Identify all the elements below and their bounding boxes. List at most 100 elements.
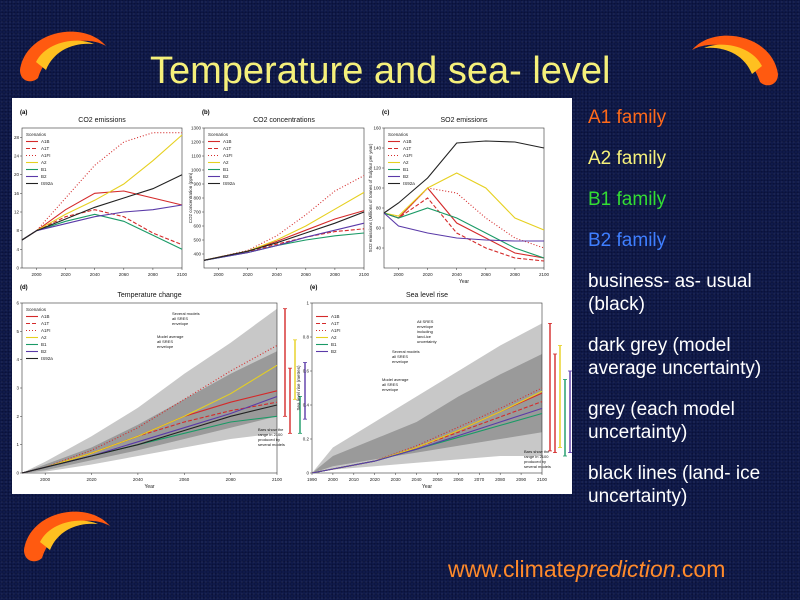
panel-legend-entry: IS92a [403, 181, 415, 186]
y-tick-label: 2 [16, 414, 19, 419]
panel-legend-entry: B1 [41, 167, 47, 172]
y-tick-label: 1 [16, 442, 19, 447]
x-tick-label: 2060 [301, 272, 312, 277]
series-line-c-a2 [383, 172, 545, 231]
legend-item-6: grey (each model uncertainty) [588, 399, 735, 443]
y-tick-label: 0 [16, 266, 19, 271]
x-tick-label: 2000 [214, 272, 225, 277]
panel-legend-entry: B1 [331, 342, 337, 347]
y-tick-label: 4 [16, 357, 19, 362]
panel-label-b: (b) [202, 110, 210, 116]
series-line-e-b2 [311, 407, 543, 474]
y-tick-label: 40 [376, 246, 382, 251]
series-line-a-b1 [21, 213, 183, 250]
series-line-b-a2 [203, 191, 365, 261]
panel-legend-entry: B1 [403, 167, 409, 172]
x-tick-label: 2060 [179, 477, 190, 482]
panel-legend-entry: A1B [331, 314, 340, 319]
panel-label-e: (e) [310, 285, 317, 291]
panel-legend-entry: IS92a [41, 356, 53, 361]
panel-legend-entry: B2 [41, 349, 47, 354]
plot-frame-c [383, 127, 545, 269]
panel-label-a: (a) [20, 110, 27, 116]
legend-item-2: B1 family [588, 189, 667, 210]
panel-label-c: (c) [382, 110, 389, 116]
x-tick-label: 2080 [495, 477, 506, 482]
x-tick-label: 2000 [394, 272, 405, 277]
legend-item-3: B2 family [588, 230, 667, 251]
y-tick-label: 20 [14, 172, 20, 177]
y-tick-label: 700 [193, 210, 201, 215]
x-tick-label: 2080 [330, 272, 341, 277]
series-line-c-b2 [383, 212, 544, 242]
x-tick-label: 2040 [133, 477, 144, 482]
panel-legend-entry: A1FI [41, 153, 51, 158]
plot-frame-a [21, 127, 183, 269]
x-tick-label: 2000 [328, 477, 339, 482]
annotation-e-1: Several models all SRES envelope [392, 349, 420, 364]
y-tick-label: 0.6 [303, 369, 310, 374]
panel-legend-entry: A1B [41, 139, 50, 144]
series-line-b-a1t [203, 228, 365, 261]
panel-legend-entry: A1FI [331, 328, 341, 333]
panel-legend-entry: A1B [223, 139, 232, 144]
series-line-c-is92a [383, 140, 545, 214]
y-tick-label: 6 [16, 301, 19, 306]
x-axis-label-e: Year [422, 484, 432, 490]
x-tick-label: 2020 [243, 272, 254, 277]
panel-legend-entry: A1T [41, 146, 50, 151]
y-tick-label: 900 [193, 182, 201, 187]
panel-legend-entry: A2 [41, 335, 47, 340]
panel-legend-entry: A2 [223, 160, 229, 165]
y-tick-label: 100 [373, 186, 381, 191]
x-tick-label: 2100 [539, 272, 550, 277]
panel-legend-entry: A1T [41, 321, 50, 326]
y-tick-label: 28 [14, 135, 20, 140]
slide-title: Temperature and sea- level [150, 50, 611, 92]
series-line-a-a1t [21, 209, 183, 246]
panel-e: (e) Sea level rise 1990 2000 2010 2020 2030 204… [296, 285, 572, 490]
annotation-e-2: Model average all SRES envelope [382, 377, 409, 392]
series-line-a-b2 [21, 204, 183, 241]
chart-title-a: CO2 emissions [78, 117, 126, 124]
panel-legend-entry: A1T [331, 321, 340, 326]
legend-item-1: A2 family [588, 148, 667, 169]
panel-legend-entry: A2 [403, 160, 409, 165]
x-tick-label: 2100 [537, 477, 548, 482]
panel-legend-entry: A1T [223, 146, 232, 151]
y-tick-label: 8 [16, 228, 19, 233]
y-tick-label: 0.4 [303, 403, 310, 408]
y-tick-label: 0 [306, 471, 309, 476]
y-tick-label: 400 [193, 252, 201, 257]
footer-url-post: .com [675, 556, 726, 582]
series-line-c-b1 [383, 207, 545, 259]
swoosh-top-left [20, 31, 106, 82]
x-tick-label: 2090 [516, 477, 527, 482]
panel-legend-entry: A2 [331, 335, 337, 340]
x-tick-label: 2060 [453, 477, 464, 482]
chart-title-d: Temperature change [117, 292, 181, 299]
x-tick-label: 2080 [148, 272, 159, 277]
legend-item-7: black lines (land- ice uncertainty) [588, 463, 761, 507]
annotation-d-2: Bars show the range in 2100 produced by sev… [258, 427, 285, 447]
chart-title-b: CO2 concentrations [253, 117, 315, 124]
y-tick-label: 4 [16, 247, 19, 252]
footer-url[interactable]: www.climateprediction.com [448, 556, 725, 583]
legend-item-5: dark grey (model average uncertainty) [588, 335, 762, 379]
panel-c: (c) SO2 emissions 2000 2020 2040 2060 2080 2100… [368, 110, 550, 285]
y-tick-label: 0.8 [303, 335, 310, 340]
y-tick-label: 3 [16, 386, 19, 391]
x-tick-label: 2010 [349, 477, 360, 482]
chart-title-e: Sea level rise [406, 292, 448, 299]
y-axis-label-c: SO2 emissions (Millions of tonnes of Sul… [368, 143, 373, 252]
annotation-e-3: Bars show the range in 2100 produced by sev… [524, 449, 551, 469]
panel-legend-entry: B1 [41, 342, 47, 347]
y-tick-label: 60 [376, 226, 382, 231]
x-tick-label: 2040 [452, 272, 463, 277]
x-tick-label: 2020 [87, 477, 98, 482]
panel-b: (b) CO2 concentrations 2000 2020 2040 2060 208… [188, 110, 370, 277]
panel-legend-entry: B2 [403, 174, 409, 179]
y-tick-label: 80 [376, 206, 382, 211]
slide-legend: A1 family A2 family B1 family B2 family busi… [588, 106, 798, 526]
